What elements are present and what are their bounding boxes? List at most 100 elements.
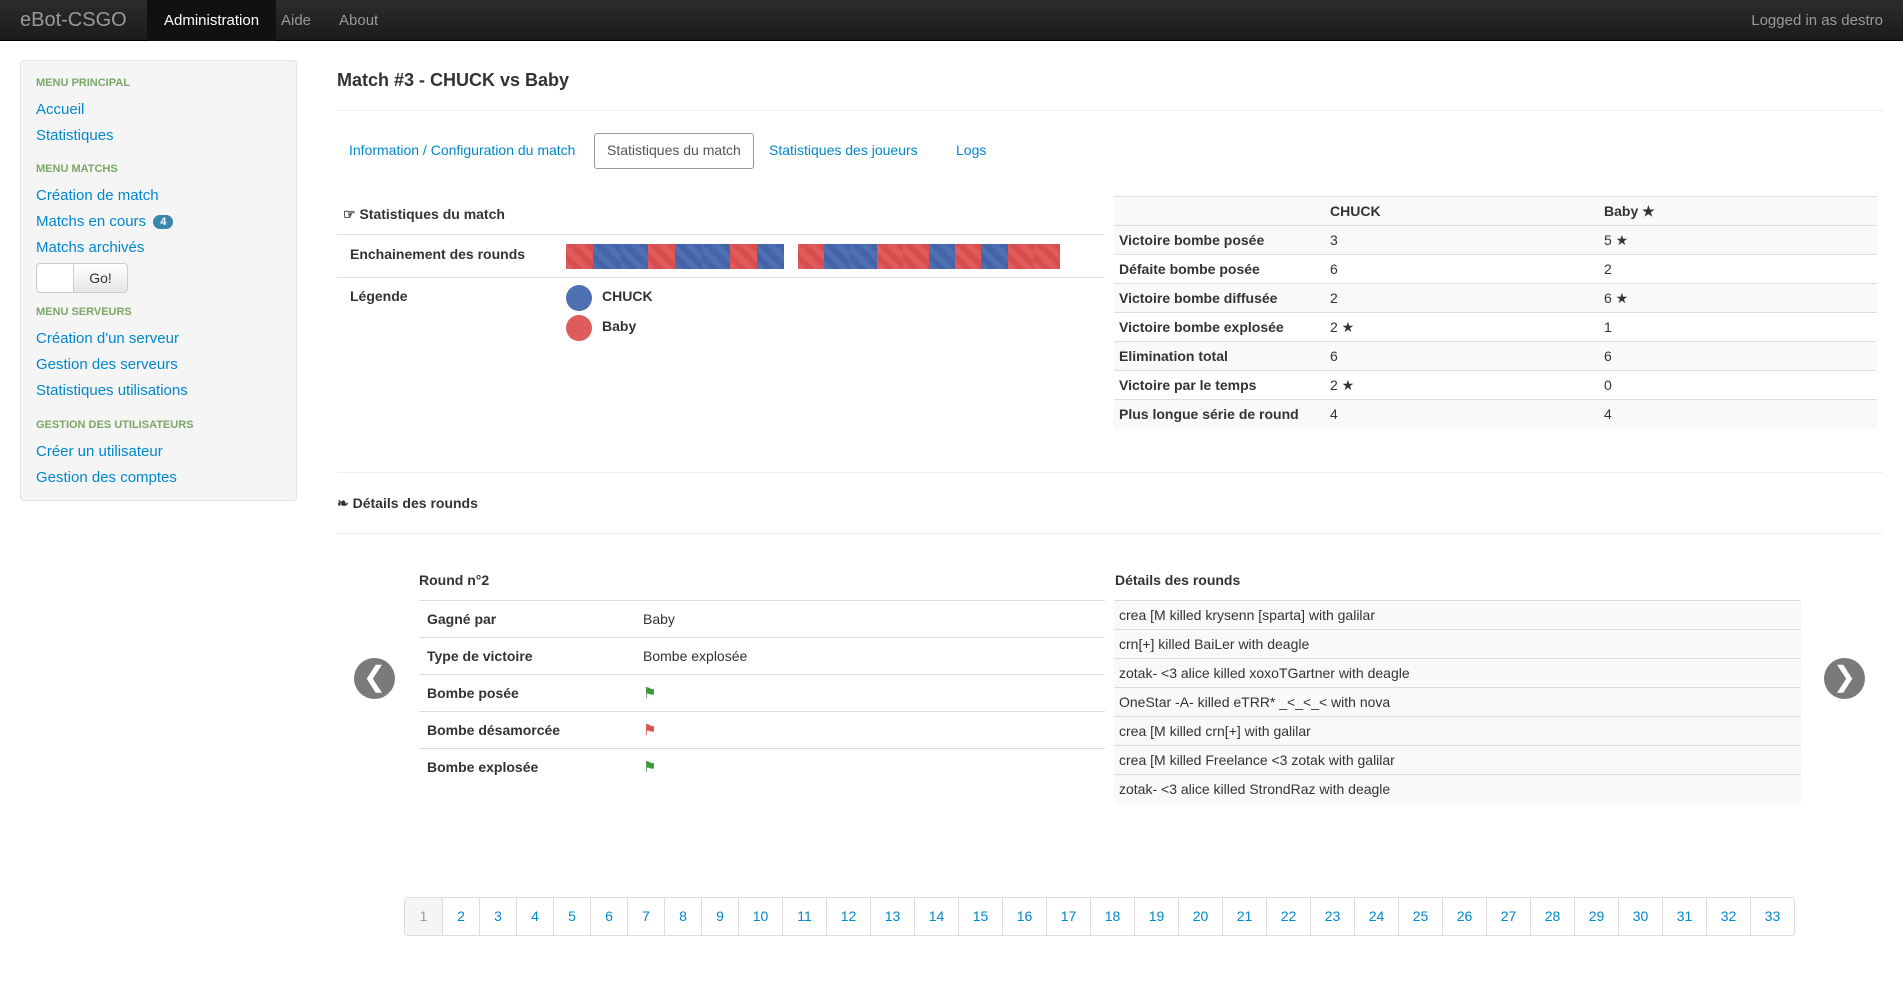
page-link-26[interactable]: 26 [1442,898,1486,935]
page-link-22[interactable]: 22 [1266,898,1310,935]
round-events-table: crea [M killed krysenn [sparta] with gal… [1114,600,1801,804]
page-link-33[interactable]: 33 [1750,898,1794,935]
sidebar-item-matchs-archives[interactable]: Matchs archivés [36,239,145,256]
tab-logs[interactable]: Logs [956,142,987,158]
nav-about[interactable]: About [339,12,379,29]
page-link-14[interactable]: 14 [914,898,958,935]
nav-aide[interactable]: Aide [281,12,312,29]
carousel-next-button[interactable]: ❯ [1824,658,1865,699]
pagination: 1 2 3 4 5 6 7 8 9 10 11 12 13 14 15 16 17 18 19 20 21 22 23 24 2… [404,897,1795,936]
match-search-input[interactable] [36,263,74,293]
page-link-17[interactable]: 17 [1046,898,1090,935]
sidebar-item-statistiques[interactable]: Statistiques [36,127,114,144]
page-link-9[interactable]: 9 [701,898,738,935]
event-text: crea [M killed Freelance <3 zotak with g… [1114,745,1801,775]
page-link-10[interactable]: 10 [738,898,782,935]
table-row: zotak- <3 alice killed xoxoTGartner with… [1114,658,1801,688]
stat-team1: 2 [1325,283,1599,313]
round-segment [756,244,784,269]
round-segment [647,244,675,269]
carousel-prev-button[interactable]: ❮ [354,658,395,699]
team1-color-dot [566,285,592,311]
round-segment [620,244,648,269]
stat-label: Plus longue série de round [1114,399,1325,429]
stat-team2: 2 [1599,254,1877,284]
page-link-19[interactable]: 19 [1134,898,1178,935]
event-text: crn[+] killed BaiLer with deagle [1114,629,1801,659]
stat-team2: 4 [1599,399,1877,429]
page-link-24[interactable]: 24 [1354,898,1398,935]
sidebar-item-gestion-comptes[interactable]: Gestion des comptes [36,469,177,486]
sidebar-item-gestion-serveurs[interactable]: Gestion des serveurs [36,356,178,373]
round-segment [902,244,930,269]
divider [337,472,1883,473]
page-link-20[interactable]: 20 [1178,898,1222,935]
page-title: Match #3 - CHUCK vs Baby [337,70,570,90]
count-badge: 4 [153,215,174,229]
page-link-21[interactable]: 21 [1222,898,1266,935]
brand-logo[interactable]: eBot-CSGO [20,9,127,31]
tab-statistiques-joueurs[interactable]: Statistiques des joueurs [769,142,918,158]
page-link-29[interactable]: 29 [1574,898,1618,935]
table-row: Bombe posée ⚑ [419,674,1105,712]
table-row: OneStar -A- killed eTRR* _<_<_< with nov… [1114,687,1801,717]
page-link-6[interactable]: 6 [590,898,627,935]
page-link-11[interactable]: 11 [782,898,826,935]
round-segment [955,244,982,269]
event-text: crea [M killed crn[+] with galilar [1114,716,1801,746]
table-row: Défaite bombe posée 6 2 [1114,254,1877,284]
sidebar-item-matchs-en-cours[interactable]: Matchs en cours 4 [36,213,174,230]
stat-label: Défaite bombe posée [1114,254,1325,284]
team2-color-dot [566,315,592,341]
page-link-1[interactable]: 1 [405,898,442,935]
sidebar-item-creation-match[interactable]: Création de match [36,187,159,204]
page-link-23[interactable]: 23 [1310,898,1354,935]
page-link-28[interactable]: 28 [1530,898,1574,935]
page-link-32[interactable]: 32 [1706,898,1750,935]
stat-team2: 6 ★ [1599,283,1877,313]
sidebar-item-stats-utilisations[interactable]: Statistiques utilisations [36,382,188,399]
stat-team2: 0 [1599,370,1877,400]
table-row: Type de victoire Bombe explosée [419,637,1105,675]
tab-statistiques-match[interactable]: Statistiques du match [594,133,754,169]
top-navbar: eBot-CSGO Administration Aide About Logg… [0,0,1903,41]
rounds-detail-heading: ❧ Détails des rounds [337,495,478,511]
table-row: Gagné par Baby [419,600,1105,638]
legend-team1: CHUCK [602,288,653,304]
page-link-18[interactable]: 18 [1090,898,1134,935]
page-link-27[interactable]: 27 [1486,898,1530,935]
nav-administration[interactable]: Administration [147,0,277,41]
stat-team1: 2 ★ [1325,370,1599,400]
page-link-25[interactable]: 25 [1398,898,1442,935]
match-stats-heading: ☞ Statistiques du match [343,206,505,222]
events-title: Détails des rounds [1115,572,1241,588]
sidebar-item-accueil[interactable]: Accueil [36,101,85,118]
tab-information[interactable]: Information / Configuration du match [349,142,576,158]
page-link-30[interactable]: 30 [1618,898,1662,935]
page-link-5[interactable]: 5 [553,898,590,935]
page-link-7[interactable]: 7 [627,898,664,935]
divider [337,277,1105,278]
round-segment [929,244,956,269]
page-link-13[interactable]: 13 [870,898,914,935]
page-link-3[interactable]: 3 [479,898,516,935]
table-header-cell: CHUCK [1325,196,1599,226]
page-link-16[interactable]: 16 [1002,898,1046,935]
round-segment [675,244,703,269]
page-link-31[interactable]: 31 [1662,898,1706,935]
page-link-8[interactable]: 8 [664,898,701,935]
page-link-2[interactable]: 2 [442,898,479,935]
sidebar-header-utilisateurs: Gestion des utilisateurs [36,419,194,431]
sidebar-item-creation-serveur[interactable]: Création d'un serveur [36,330,179,347]
sidebar-item-creer-utilisateur[interactable]: Créer un utilisateur [36,443,163,460]
page-link-15[interactable]: 15 [958,898,1002,935]
stat-team1: 3 [1325,225,1599,255]
stat-label: Victoire bombe explosée [1114,312,1325,342]
go-button[interactable]: Go! [73,263,128,293]
legend-label: Légende [350,288,408,304]
table-row: zotak- <3 alice killed StrondRaz with de… [1114,774,1801,804]
page-link-12[interactable]: 12 [826,898,870,935]
table-row: Bombe explosée ⚑ [419,748,1105,786]
table-row: crea [M killed crn[+] with galilar [1114,716,1801,746]
page-link-4[interactable]: 4 [516,898,553,935]
